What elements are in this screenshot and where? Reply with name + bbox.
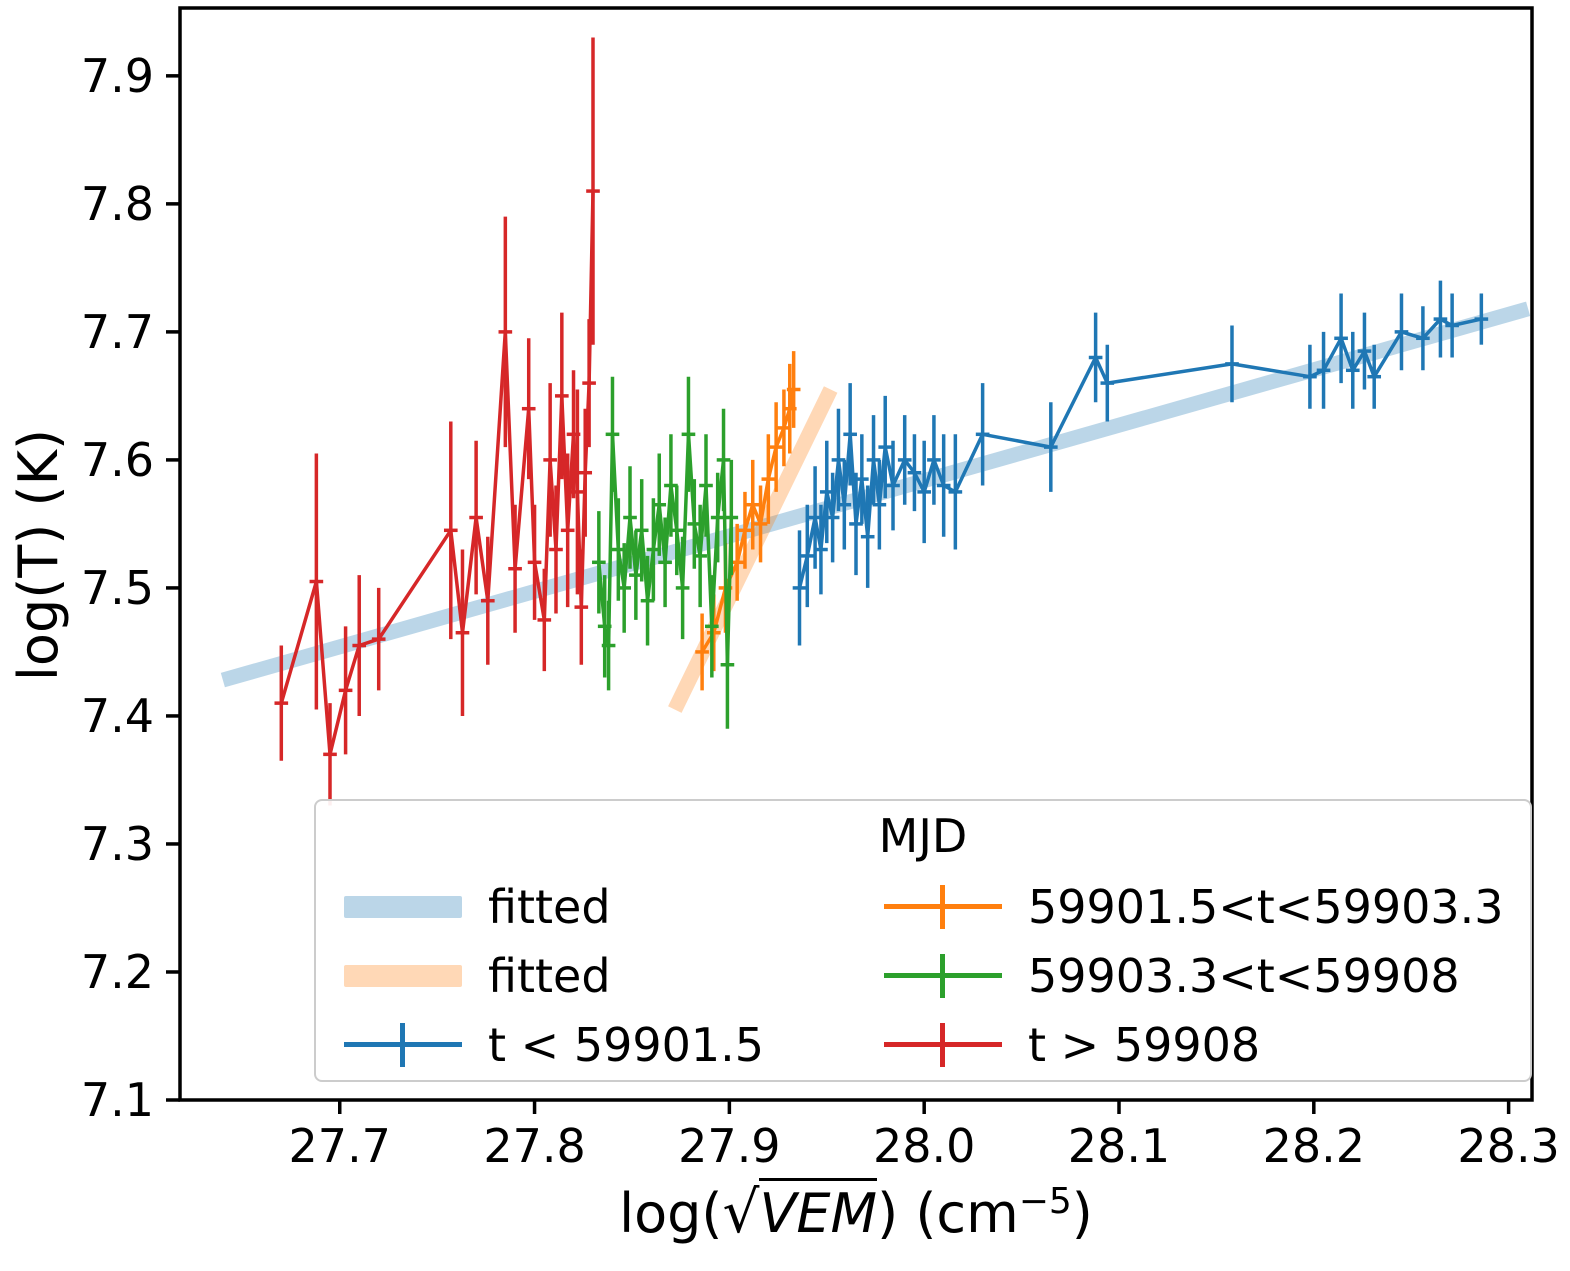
svg-text:27.9: 27.9 <box>678 1119 780 1173</box>
legend: MJD fitted fitted t < 59901.5 59901.5<t<… <box>314 799 1532 1082</box>
svg-text:7.5: 7.5 <box>81 561 154 615</box>
legend-item-orange-series: 59901.5<t<59903.3 <box>884 875 1530 939</box>
sqrt-radical: √ <box>722 1178 760 1246</box>
xlabel-exponent: −5 <box>1018 1181 1072 1222</box>
svg-text:7.3: 7.3 <box>81 817 154 871</box>
svg-text:27.7: 27.7 <box>289 1119 391 1173</box>
legend-label: 59901.5<t<59903.3 <box>1028 880 1504 934</box>
legend-label: fitted <box>488 949 611 1003</box>
svg-text:28.2: 28.2 <box>1263 1119 1365 1173</box>
legend-item-green-series: 59903.3<t<59908 <box>884 944 1530 1008</box>
svg-text:7.2: 7.2 <box>81 945 154 999</box>
legend-item-fitted-blue: fitted <box>344 875 884 939</box>
svg-text:27.8: 27.8 <box>483 1119 585 1173</box>
xlabel-suffix: ) (cm <box>877 1182 1019 1245</box>
svg-text:7.7: 7.7 <box>81 305 154 359</box>
svg-text:7.8: 7.8 <box>81 177 154 231</box>
blue-errorbar-swatch <box>344 1019 462 1071</box>
xlabel-close: ) <box>1071 1182 1093 1245</box>
legend-label: t > 59908 <box>1028 1018 1261 1072</box>
svg-text:7.1: 7.1 <box>81 1073 154 1127</box>
legend-item-fitted-orange: fitted <box>344 944 884 1008</box>
y-axis-label: log(T) (K) <box>7 305 70 805</box>
legend-label: t < 59901.5 <box>488 1018 765 1072</box>
svg-text:28.3: 28.3 <box>1457 1119 1559 1173</box>
xlabel-prefix: log( <box>619 1182 723 1245</box>
svg-text:7.9: 7.9 <box>81 49 154 103</box>
x-axis-label: log(√VEM) (cm−5) <box>180 1178 1532 1246</box>
legend-item-red-series: t > 59908 <box>884 1013 1530 1077</box>
xlabel-vem: VEM <box>759 1178 878 1245</box>
legend-title: MJD <box>878 809 968 863</box>
legend-item-blue-series: t < 59901.5 <box>344 1013 884 1077</box>
orange-errorbar-swatch <box>884 881 1002 933</box>
y-axis-label-text: log(T) (K) <box>7 428 70 682</box>
svg-text:7.4: 7.4 <box>81 689 154 743</box>
green-errorbar-swatch <box>884 950 1002 1002</box>
svg-text:28.0: 28.0 <box>873 1119 975 1173</box>
red-errorbar-swatch <box>884 1019 1002 1071</box>
fitted-blue-band-swatch <box>344 881 462 933</box>
fitted-orange-band-swatch <box>344 950 462 1002</box>
legend-label: 59903.3<t<59908 <box>1028 949 1460 1003</box>
svg-text:28.1: 28.1 <box>1068 1119 1170 1173</box>
svg-text:7.6: 7.6 <box>81 433 154 487</box>
legend-label: fitted <box>488 880 611 934</box>
legend-grid: fitted fitted t < 59901.5 59901.5<t<5990… <box>344 875 1530 1077</box>
